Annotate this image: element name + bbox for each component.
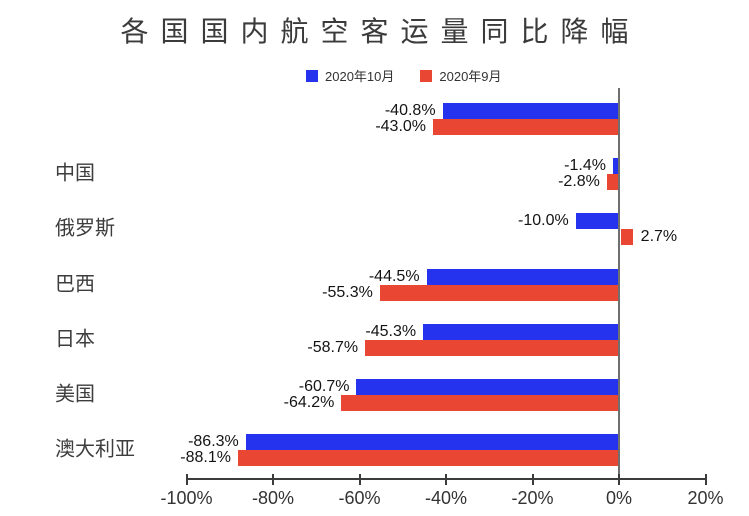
value-label: -43.0%: [375, 118, 427, 135]
value-label: -45.3%: [365, 322, 417, 340]
bar-october: [426, 268, 619, 285]
bar-october: [245, 434, 619, 451]
value-label: -88.1%: [180, 449, 231, 467]
bar-september: [621, 229, 633, 246]
legend-label-september: 2020年9月: [439, 69, 502, 84]
legend-item-september: 2020年9月: [420, 66, 502, 85]
legend-label-october: 2020年10月: [325, 69, 395, 84]
value-label: -60.7%: [298, 378, 350, 395]
x-axis-tick-label: -40%: [424, 488, 468, 508]
y-axis-zero-line: [618, 88, 620, 480]
value-label: -40.8%: [384, 102, 436, 119]
x-axis-tick-label: -60%: [338, 488, 381, 508]
x-axis-tick: [531, 474, 534, 485]
category-label: 巴西: [55, 273, 95, 296]
bar-september: [237, 450, 619, 467]
chart-title: 各国国内航空客运量同比降幅: [120, 16, 641, 47]
value-label: -58.7%: [307, 338, 359, 356]
x-axis-line: [187, 478, 707, 480]
value-label: -44.5%: [368, 267, 420, 285]
category-label: 澳大利亚: [55, 438, 135, 461]
category-label: 日本: [55, 328, 95, 351]
bar-september: [433, 119, 619, 135]
bar-september: [379, 284, 619, 301]
bar-october: [442, 103, 619, 119]
bar-september: [341, 395, 619, 411]
category-label: 俄罗斯: [55, 217, 115, 240]
x-axis-tick-label: 0%: [605, 488, 633, 508]
x-axis-tick: [618, 474, 620, 485]
x-axis-tick-label: -20%: [511, 488, 554, 508]
value-label: -1.4%: [564, 157, 606, 175]
value-label: 2.7%: [640, 228, 678, 246]
bar-september: [606, 174, 619, 191]
bar-october: [575, 213, 619, 230]
legend-swatch-blue-icon: [306, 69, 318, 82]
value-label: -2.8%: [558, 173, 600, 191]
category-label: 美国: [55, 383, 95, 406]
bar-october: [423, 323, 619, 340]
x-axis-tick: [272, 474, 274, 485]
bar-october: [356, 379, 619, 395]
value-label: -64.2%: [283, 394, 335, 411]
x-axis-tick-label: 20%: [687, 488, 724, 508]
x-axis-tick-label: -100%: [160, 488, 213, 508]
value-label: -10.0%: [518, 212, 569, 230]
x-axis-tick: [185, 474, 188, 485]
x-axis-tick: [358, 474, 361, 485]
value-label: -55.3%: [322, 283, 373, 301]
x-axis-tick: [704, 474, 707, 485]
chart-legend: 2020年10月 2020年9月: [306, 66, 502, 85]
bar-october: [612, 158, 619, 175]
bar-september: [365, 339, 619, 356]
legend-item-october: 2020年10月: [306, 66, 394, 85]
category-label: 中国: [55, 162, 95, 185]
x-axis-tick-label: -80%: [251, 488, 295, 508]
x-axis-tick: [445, 474, 447, 485]
legend-swatch-red-icon: [420, 69, 433, 82]
value-label: -86.3%: [188, 433, 239, 451]
